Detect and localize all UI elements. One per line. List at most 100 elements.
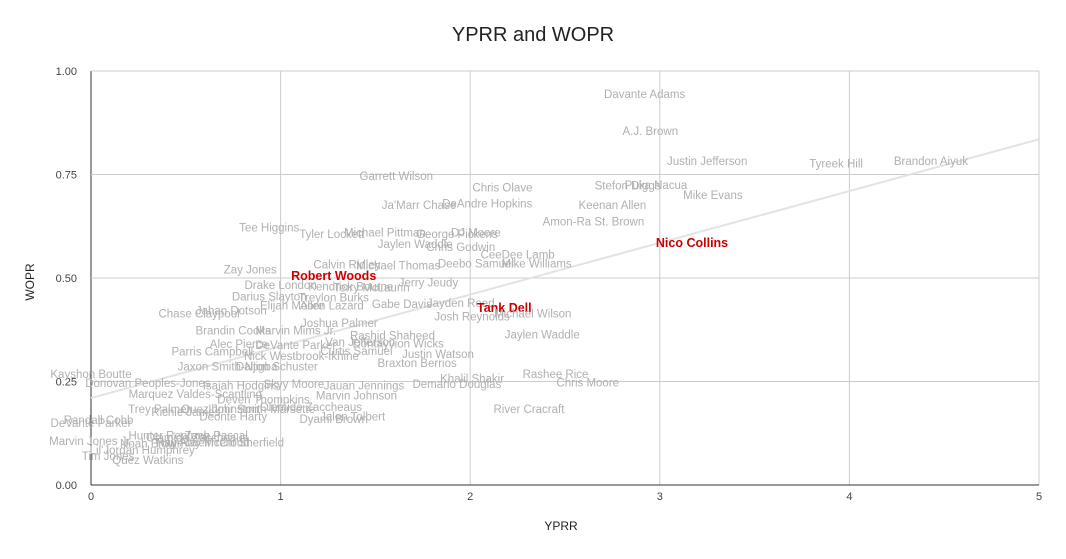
- point-label: DeVante Parker: [255, 340, 336, 352]
- point-label: Michael Thomas: [356, 261, 440, 273]
- point-label: Isaiah Hodgins: [203, 381, 279, 393]
- point-label: A.J. Brown: [623, 126, 679, 138]
- point-label: Lil'Jordan Humphrey: [90, 445, 195, 457]
- y-tick-label: 0.50: [56, 273, 77, 285]
- point-label: Kayshon Boutte: [50, 369, 131, 381]
- point-label: Drake London: [244, 280, 316, 292]
- point-label: Calvin Ridley: [313, 259, 380, 271]
- y-tick-label: 0.00: [56, 480, 77, 492]
- point-label: Jaylen Waddle: [378, 239, 453, 251]
- point-label: Jaxon Smith-Njigba: [178, 362, 278, 374]
- point-label: Kendrick Bourne: [308, 281, 393, 293]
- point-label: Terry McLaurin: [334, 283, 410, 295]
- highlighted-point-label: Nico Collins: [656, 236, 728, 250]
- y-axis-ticks: 0.00 0.25 0.50 0.75 1.00: [56, 66, 77, 492]
- point-label: DeVante Parker: [51, 418, 132, 430]
- point-label: Garrett Wilson: [360, 171, 434, 183]
- point-label: DeAndre Hopkins: [442, 198, 532, 210]
- highlighted-point-label: Tank Dell: [477, 301, 532, 315]
- point-label: Puka Nacua: [625, 180, 688, 192]
- x-axis-ticks: 0 1 2 3 4 5: [88, 491, 1042, 503]
- point-label: Alec Pierce: [210, 339, 268, 351]
- point-label: Parris Campbell: [171, 347, 253, 359]
- chart-title: YPRR and WOPR: [452, 24, 614, 46]
- trend-line: [90, 138, 1040, 400]
- point-label: Michael Wilson: [494, 309, 571, 321]
- point-label: Darius Slayton: [232, 292, 307, 304]
- x-axis-title: YPRR: [544, 519, 578, 533]
- point-label: Olamide Zaccheaus: [146, 432, 249, 444]
- point-label: Noah Brown: [120, 439, 183, 451]
- point-label: Brandin Cooks: [195, 326, 271, 338]
- point-label: Mike Evans: [683, 190, 743, 202]
- point-label: River Cracraft: [494, 404, 566, 416]
- point-label: Donovan Peoples-Jones: [85, 378, 211, 390]
- point-label: Josh Reynolds: [434, 312, 510, 324]
- point-label: Jalen Tolbert: [320, 412, 386, 424]
- point-label: Jaylen Waddle: [505, 330, 580, 342]
- point-label: Hunter Renfrow: [128, 431, 209, 443]
- point-label: DJ Moore: [451, 227, 501, 239]
- point-label: Keenan Allen: [579, 200, 647, 212]
- point-label: Richie James: [151, 407, 220, 419]
- highlighted-point-label: Robert Woods: [291, 269, 376, 283]
- point-label: Ray-Ray McCloud: [156, 437, 249, 449]
- point-label: Dyami Brown: [299, 414, 367, 426]
- point-label: Jerry Jeudy: [399, 278, 459, 290]
- point-label: Khalil Shakir: [440, 374, 504, 386]
- point-label: Marvin Jones Jr.: [49, 436, 133, 448]
- point-label: Rashee Rice: [523, 369, 589, 381]
- point-label: Tee Higgins: [239, 222, 299, 234]
- point-label: Olamide Zaccheaus: [260, 402, 363, 414]
- point-label: Gabe Davis: [372, 299, 432, 311]
- point-label: Tyreek Hill: [809, 159, 863, 171]
- point-label: Allen Lazard: [300, 301, 364, 313]
- point-label: Jayden Reed: [427, 298, 495, 310]
- point-label: Amon-Ra St. Brown: [543, 217, 645, 229]
- point-label: Zach Pascal: [184, 431, 247, 443]
- x-tick-label: 4: [846, 491, 852, 503]
- point-label: Zay Jones: [224, 265, 277, 277]
- point-label: Chris Moore: [556, 377, 619, 389]
- x-tick-label: 0: [88, 491, 94, 503]
- y-axis-title: WOPR: [23, 263, 37, 301]
- point-label: Trey Palmer: [128, 404, 190, 416]
- point-label: Ihmir Smith-Marsette: [208, 404, 315, 416]
- point-label: Braxton Berrios: [377, 358, 457, 370]
- point-label: Brandon Aiyuk: [894, 156, 968, 168]
- data-point-labels: Davante Adams A.J. Brown Justin Jefferson T…: [49, 89, 968, 467]
- point-label: Mike Williams: [501, 259, 572, 271]
- point-label: Justin Watson: [402, 349, 474, 361]
- point-label: Tutu Atwell: [154, 437, 210, 449]
- point-label: Stefon Diggs: [595, 181, 661, 193]
- point-label: Dontayvion Wicks: [352, 338, 444, 350]
- x-tick-label: 2: [467, 491, 473, 503]
- y-tick-label: 0.75: [56, 170, 77, 182]
- point-label: Deonte Harty: [199, 412, 267, 424]
- point-label: Tim Jones: [82, 451, 135, 463]
- point-label: Nick Westbrook-Ikhine: [244, 351, 359, 363]
- point-label: Quez Johnston: [181, 404, 258, 416]
- x-tick-label: 1: [278, 491, 284, 503]
- point-label: Randall Cobb: [64, 415, 134, 427]
- point-label: Jahan Dotson: [196, 306, 267, 318]
- point-label: Treylon Burks: [298, 292, 369, 304]
- point-label: Chase Claypool: [158, 309, 239, 321]
- point-label: Davante Adams: [604, 89, 685, 101]
- point-label: Tyler Lockett: [299, 229, 365, 241]
- point-label: Ja'Marr Chase: [382, 200, 456, 212]
- point-label: CeeDee Lamb: [481, 249, 555, 261]
- point-label: Trent Sherfield: [209, 437, 284, 449]
- point-label: Chris Godwin: [426, 242, 495, 254]
- point-label: Joshua Palmer: [301, 318, 378, 330]
- y-tick-label: 1.00: [56, 66, 77, 78]
- point-label: Quez Watkins: [112, 455, 183, 467]
- point-label: Marvin Johnson: [316, 391, 397, 403]
- point-label: Curtis Samuel: [320, 346, 392, 358]
- point-label: Demario Douglas: [412, 379, 501, 391]
- y-tick-label: 0.25: [56, 377, 77, 389]
- point-label: Marvin Mims Jr.: [256, 326, 337, 338]
- point-label: Deven Thompkins: [217, 395, 310, 407]
